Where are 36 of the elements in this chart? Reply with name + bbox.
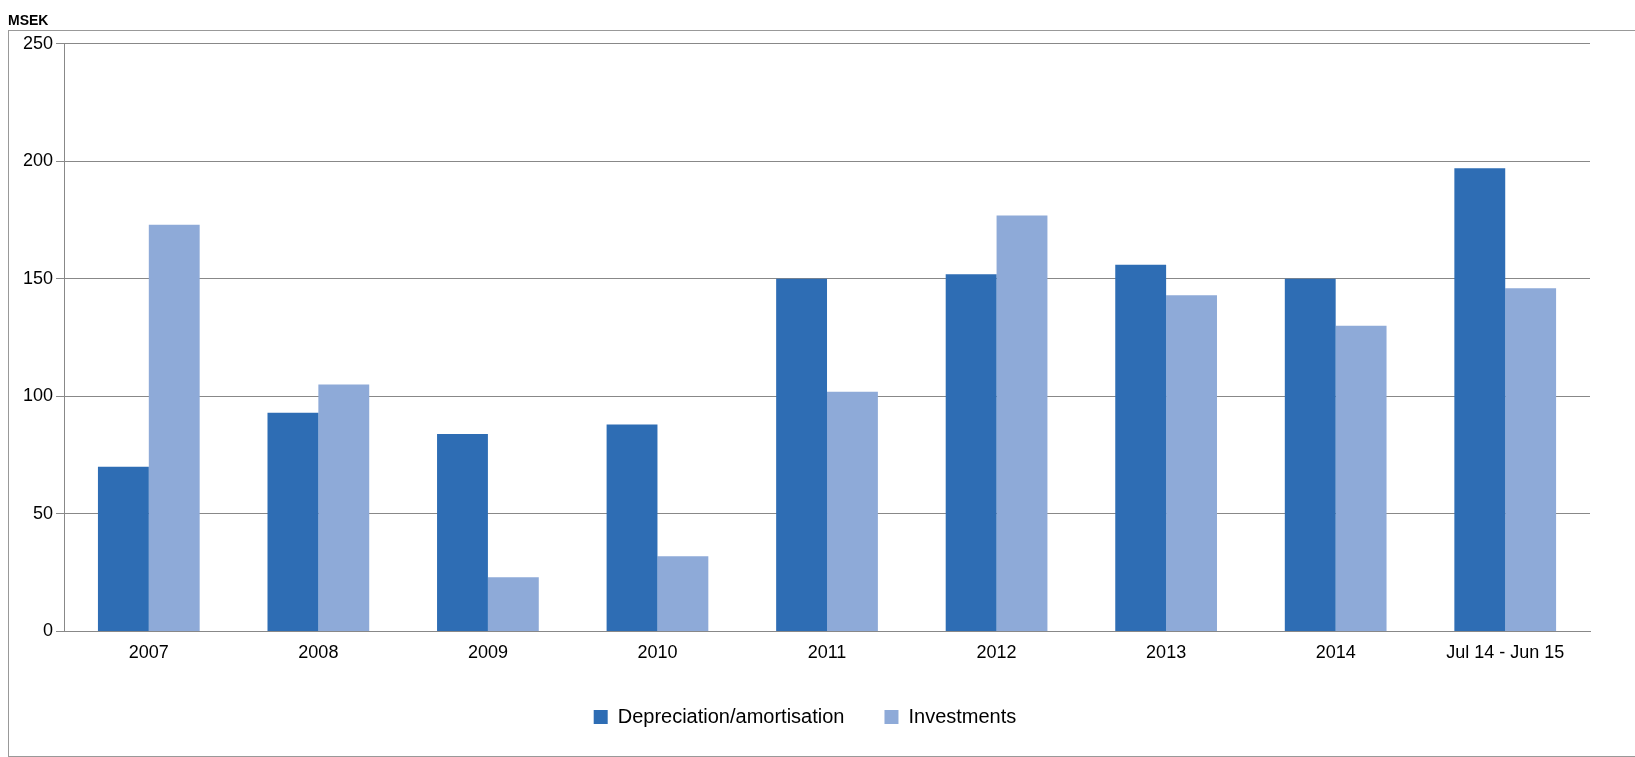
bar (657, 556, 709, 631)
x-tick-label: 2010 (637, 642, 678, 663)
bar (267, 412, 319, 631)
y-tick-label: 150 (22, 267, 54, 288)
bar (437, 433, 488, 631)
bar (1284, 278, 1336, 631)
y-tick-label: 100 (22, 385, 54, 406)
bar (1505, 288, 1557, 631)
bar (1454, 168, 1506, 631)
x-tick-label: 2007 (128, 642, 169, 663)
x-tick-label: 2011 (807, 642, 847, 663)
bar (606, 424, 658, 631)
bar (318, 384, 370, 631)
x-tick-label: 2013 (1146, 642, 1187, 663)
y-tick-label: 50 (33, 502, 54, 523)
x-tick-label: 2014 (1315, 642, 1356, 663)
bar (945, 274, 997, 631)
bar (1115, 264, 1167, 631)
bar (776, 278, 828, 631)
x-tick-label: 2008 (298, 642, 339, 663)
x-tick-label: Jul 14 - Jun 15 (1446, 642, 1565, 663)
x-tick-label: 2012 (976, 642, 1017, 663)
bar (1335, 325, 1387, 631)
x-tick-label: 2009 (467, 642, 508, 663)
legend-label: Investments (908, 704, 1017, 727)
bar (148, 224, 200, 631)
y-tick-label: 250 (22, 32, 54, 53)
bar (97, 466, 149, 631)
y-tick-label: 0 (43, 620, 54, 641)
bar (996, 215, 1048, 631)
bar (1166, 295, 1217, 631)
y-tick-label: 200 (22, 150, 54, 171)
bar (487, 577, 539, 631)
bar (827, 391, 878, 631)
y-axis-title: MSEK (8, 12, 49, 28)
legend-label: Depreciation/amortisation (617, 704, 845, 727)
